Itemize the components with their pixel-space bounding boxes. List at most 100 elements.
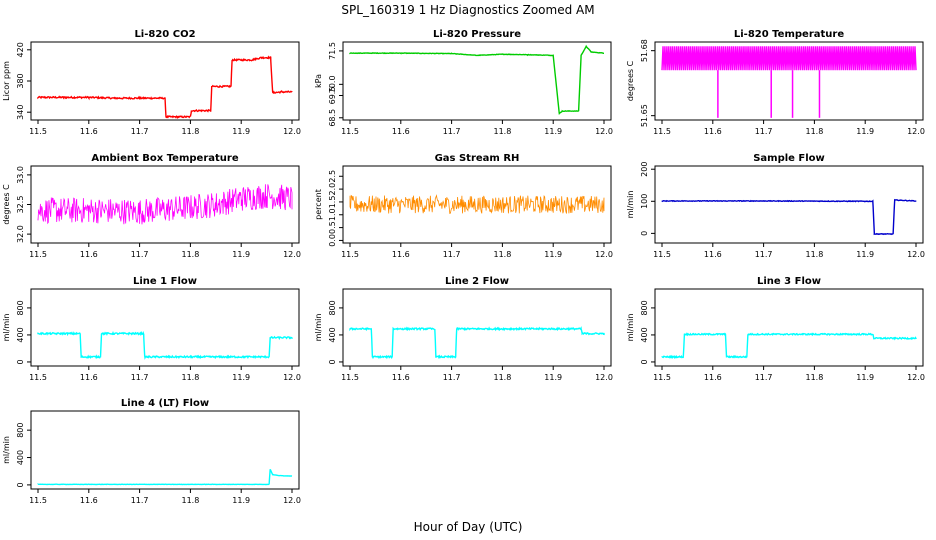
x-tick-label: 11.6	[80, 127, 98, 136]
x-tick-label: 11.7	[131, 373, 149, 382]
x-tick-label: 11.9	[544, 373, 562, 382]
y-tick-label: 800	[16, 423, 25, 438]
x-tick-label: 12.0	[595, 127, 613, 136]
x-tick-label: 11.6	[704, 373, 722, 382]
x-tick-label: 11.9	[232, 127, 250, 136]
series-line	[37, 55, 293, 120]
x-tick-label: 11.6	[392, 250, 410, 259]
x-tick-label: 11.8	[181, 496, 199, 505]
y-tick-label: 1.0	[328, 208, 337, 221]
y-tick-label: 400	[16, 450, 25, 465]
x-tick-label: 11.6	[80, 250, 98, 259]
x-tick-label: 11.5	[653, 373, 671, 382]
x-tick-label: 11.5	[341, 373, 359, 382]
x-tick-label: 11.7	[131, 250, 149, 259]
y-tick-label: 0	[16, 482, 25, 487]
panel-ylabel: ml/min	[2, 436, 11, 464]
series-line	[349, 44, 604, 116]
panel-title: Li-820 CO2	[134, 29, 195, 40]
y-tick-label: 400	[16, 327, 25, 342]
panel-title: Ambient Box Temperature	[91, 153, 238, 164]
x-tick-label: 11.6	[392, 127, 410, 136]
y-tick-label: 800	[16, 300, 25, 315]
y-tick-label: 33.0	[16, 166, 25, 184]
panel-ylabel: ml/min	[314, 314, 323, 342]
series-line	[661, 46, 917, 71]
x-tick-label: 11.5	[29, 127, 47, 136]
x-tick-label: 11.9	[544, 127, 562, 136]
panel-ylabel: percent	[314, 189, 323, 220]
panel-10: Line 4 (LT) Flow ml/min 11.5 11.6 11.7 11.8 11…	[2, 398, 301, 505]
x-tick-label: 11.5	[653, 127, 671, 136]
x-tick-label: 11.9	[232, 496, 250, 505]
panel-1: Li-820 CO2 Licor ppm 11.5 11.6 11.7 11.8 11.9 1…	[2, 29, 301, 136]
y-tick-label: 200	[640, 162, 649, 177]
x-tick-label: 11.9	[232, 373, 250, 382]
x-tick-label: 11.5	[341, 127, 359, 136]
series-line	[349, 326, 605, 360]
x-tick-label: 12.0	[283, 127, 301, 136]
x-tick-label: 11.6	[704, 250, 722, 259]
panel-title: Line 3 Flow	[757, 276, 821, 287]
y-tick-label: 32.0	[16, 225, 25, 243]
x-tick-label: 11.8	[805, 373, 823, 382]
panel-title: Li-820 Temperature	[734, 29, 844, 40]
figure-xlabel: Hour of Day (UTC)	[414, 520, 523, 534]
panel-title: Line 2 Flow	[445, 276, 509, 287]
x-tick-label: 12.0	[907, 373, 925, 382]
x-tick-label: 11.6	[80, 373, 98, 382]
x-tick-label: 11.6	[80, 496, 98, 505]
x-tick-label: 11.8	[805, 127, 823, 136]
x-tick-label: 12.0	[595, 373, 613, 382]
x-tick-label: 11.8	[493, 127, 511, 136]
panel-6: Sample Flow ml/min 11.5 11.6 11.7 11.8 11.9 12.…	[626, 153, 925, 259]
panel-frame	[654, 41, 924, 121]
panel-ylabel: Licor ppm	[2, 61, 11, 101]
panel-frame	[654, 165, 924, 244]
x-tick-label: 11.5	[29, 373, 47, 382]
x-tick-label: 11.7	[131, 127, 149, 136]
x-tick-label: 11.9	[232, 250, 250, 259]
y-tick-label: 0	[640, 231, 649, 236]
panel-title: Line 1 Flow	[133, 276, 197, 287]
y-tick-label: 400	[328, 327, 337, 342]
x-tick-label: 11.9	[544, 250, 562, 259]
y-tick-label: 800	[328, 300, 337, 315]
y-tick-label: 32.5	[16, 196, 25, 214]
x-tick-label: 11.8	[181, 373, 199, 382]
y-tick-label: 68.5	[328, 109, 337, 127]
panel-frame	[342, 41, 612, 121]
x-tick-label: 11.8	[181, 250, 199, 259]
x-tick-label: 11.7	[443, 373, 461, 382]
panel-4: Ambient Box Temperature degrees C 11.5 11.6…	[2, 153, 301, 259]
series-line	[349, 194, 605, 214]
figure-title: SPL_160319 1 Hz Diagnostics Zoomed AM	[341, 3, 594, 17]
panel-frame	[342, 288, 612, 367]
panel-ylabel: ml/min	[626, 314, 635, 342]
x-tick-label: 12.0	[907, 250, 925, 259]
y-tick-label: 0	[16, 359, 25, 364]
panel-title: Sample Flow	[753, 153, 825, 164]
x-tick-label: 11.8	[805, 250, 823, 259]
panel-9: Line 3 Flow ml/min 11.5 11.6 11.7 11.8 11.9 12.…	[626, 276, 925, 382]
panel-2: Li-820 Pressure kPa 11.5 11.6 11.7 11.8 11.9 12…	[314, 29, 613, 136]
x-tick-label: 11.5	[653, 250, 671, 259]
y-tick-label: 800	[640, 300, 649, 315]
y-tick-label: 100	[640, 194, 649, 209]
x-tick-label: 11.5	[341, 250, 359, 259]
y-tick-label: 1.5	[328, 196, 337, 209]
x-tick-label: 11.9	[856, 373, 874, 382]
y-tick-label: 2.0	[328, 183, 337, 196]
x-tick-label: 11.7	[131, 496, 149, 505]
x-tick-label: 11.7	[443, 127, 461, 136]
x-tick-label: 12.0	[283, 496, 301, 505]
panel-8: Line 2 Flow ml/min 11.5 11.6 11.7 11.8 11.9 12.…	[314, 276, 613, 382]
y-tick-label: 0.5	[328, 221, 337, 234]
x-tick-label: 12.0	[283, 250, 301, 259]
y-tick-label: 0	[640, 359, 649, 364]
x-tick-label: 11.8	[493, 250, 511, 259]
panel-ylabel: ml/min	[2, 314, 11, 342]
x-tick-label: 11.5	[29, 250, 47, 259]
series-line	[661, 198, 917, 236]
y-tick-label: 70.0	[328, 75, 337, 93]
